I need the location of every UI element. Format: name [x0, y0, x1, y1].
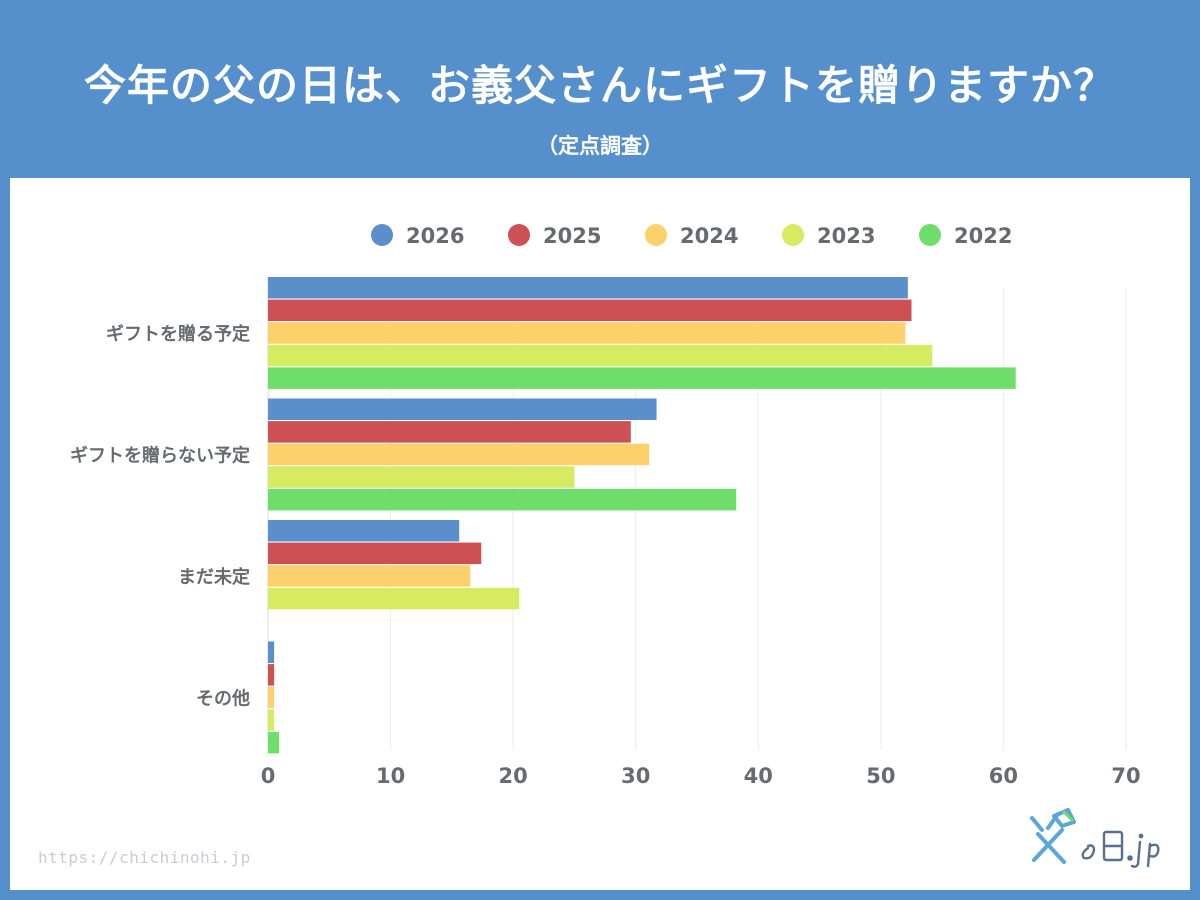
- site-url: https://chichinohi.jp: [38, 848, 251, 867]
- category-label: ギフトを贈らない予定: [70, 444, 250, 466]
- legend-swatch-2024: [645, 224, 667, 246]
- legend-label-2024: 2024: [680, 224, 738, 248]
- legend-swatch-2023: [782, 224, 804, 246]
- bar-2023-2: [268, 466, 575, 488]
- category-label: まだ未定: [178, 566, 250, 588]
- bar-2026-3: [268, 520, 460, 542]
- legend-label-2025: 2025: [543, 224, 601, 248]
- page-title: 今年の父の日は、お義父さんにギフトを贈りますか？: [83, 61, 1116, 110]
- legend-label-2023: 2023: [817, 224, 875, 248]
- bar-2026-4: [268, 641, 275, 663]
- bar-2024-1: [268, 322, 906, 344]
- bar-2025-4: [268, 664, 275, 686]
- legend-swatch-2025: [508, 224, 530, 246]
- bar-2025-2: [268, 421, 631, 443]
- x-tick-label: 60: [989, 764, 1018, 788]
- legend-swatch-2026: [371, 224, 393, 246]
- x-tick-label: 20: [499, 764, 528, 788]
- x-tick-label: 50: [866, 764, 895, 788]
- bar-2026-2: [268, 398, 657, 420]
- x-tick-label: 0: [261, 764, 276, 788]
- site-logo: [1030, 808, 1160, 868]
- legend-swatch-2022: [919, 224, 941, 246]
- legend-label-2026: 2026: [406, 224, 464, 248]
- category-label: ギフトを贈る予定: [106, 323, 250, 345]
- bar-2023-4: [268, 709, 275, 731]
- legend-label-2022: 2022: [954, 224, 1012, 248]
- x-tick-label: 70: [1111, 764, 1140, 788]
- bar-2025-1: [268, 299, 912, 322]
- x-tick-label: 30: [621, 764, 650, 788]
- bar-2024-4: [268, 686, 275, 709]
- bar-2025-3: [268, 542, 482, 565]
- category-label: その他: [196, 687, 250, 709]
- header: 今年の父の日は、お義父さんにギフトを贈りますか？ （定点調査）: [0, 0, 1200, 178]
- bar-2022-1: [268, 367, 1016, 389]
- page-subtitle: （定点調査）: [537, 134, 663, 158]
- bar-2022-4: [268, 731, 280, 754]
- bar-2023-1: [268, 344, 933, 367]
- bar-2024-3: [268, 565, 471, 587]
- bar-2024-2: [268, 443, 650, 466]
- chart-panel: ギフトを贈る予定ギフトを贈らない予定まだ未定その他 0 10 20 30 40 50 60 70…: [10, 178, 1190, 890]
- x-tick-label: 10: [376, 764, 405, 788]
- bar-2023-3: [268, 587, 520, 610]
- bar-2026-1: [268, 277, 908, 299]
- x-tick-label: 40: [744, 764, 773, 788]
- bar-2022-2: [268, 488, 737, 511]
